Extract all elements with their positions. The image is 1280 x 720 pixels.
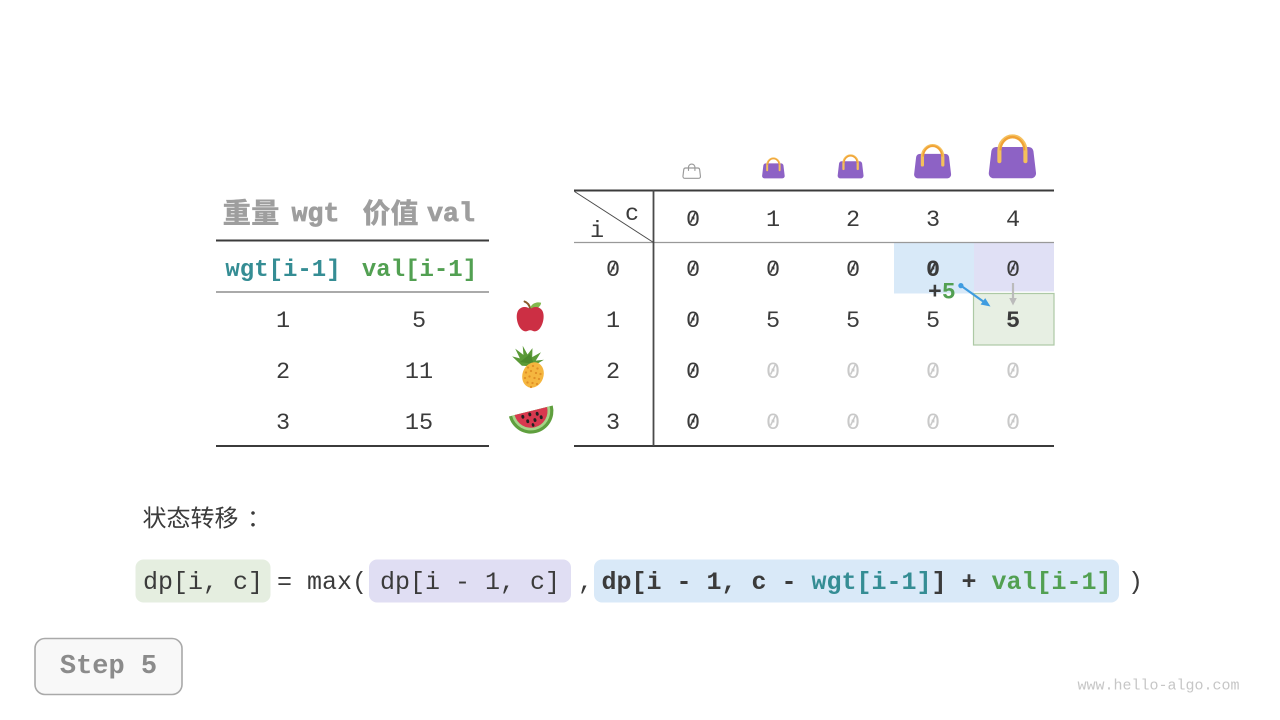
svg-text:val[i-1]: val[i-1] — [362, 257, 477, 284]
svg-text:4: 4 — [1006, 207, 1020, 234]
svg-text:5: 5 — [846, 308, 860, 335]
svg-text:3: 3 — [926, 207, 940, 234]
svg-text:2: 2 — [846, 207, 860, 234]
svg-text:= max(: = max( — [277, 568, 367, 597]
svg-text:wgt: wgt — [292, 199, 340, 229]
svg-text:0: 0 — [686, 207, 700, 234]
svg-text:www.hello-algo.com: www.hello-algo.com — [1077, 678, 1239, 695]
svg-text:0: 0 — [686, 257, 700, 284]
svg-text:1: 1 — [606, 308, 620, 335]
svg-text:i: i — [590, 218, 604, 245]
svg-text:0: 0 — [766, 359, 780, 386]
svg-text:0: 0 — [606, 257, 620, 284]
svg-text:2: 2 — [606, 359, 620, 386]
svg-text:dp[i - 1, c]: dp[i - 1, c] — [380, 568, 560, 597]
svg-text:0: 0 — [846, 410, 860, 437]
svg-text:5: 5 — [766, 308, 780, 335]
svg-text:,: , — [578, 568, 593, 597]
svg-text:0: 0 — [686, 359, 700, 386]
svg-text:11: 11 — [405, 359, 433, 386]
svg-text:c: c — [625, 201, 639, 228]
svg-text:0: 0 — [766, 257, 780, 284]
svg-text:0: 0 — [1006, 257, 1020, 284]
svg-text:): ) — [1128, 568, 1143, 597]
svg-text:0: 0 — [926, 257, 940, 284]
svg-text:dp[i - 1, c - wgt[i-1]] + val[: dp[i - 1, c - wgt[i-1]] + val[i-1] — [601, 568, 1111, 597]
svg-text:+5: +5 — [928, 280, 956, 306]
svg-text:3: 3 — [606, 410, 620, 437]
svg-text:5: 5 — [412, 308, 426, 335]
svg-text:5: 5 — [926, 308, 940, 335]
svg-text:2: 2 — [276, 359, 290, 386]
svg-text:5: 5 — [1006, 308, 1020, 335]
svg-text:0: 0 — [846, 257, 860, 284]
svg-text:val: val — [427, 199, 475, 229]
svg-text:wgt[i-1]: wgt[i-1] — [225, 257, 340, 284]
svg-text:0: 0 — [686, 410, 700, 437]
svg-text:0: 0 — [686, 308, 700, 335]
svg-text:1: 1 — [276, 308, 290, 335]
svg-text:3: 3 — [276, 410, 290, 437]
svg-text:0: 0 — [926, 410, 940, 437]
svg-text:0: 0 — [1006, 359, 1020, 386]
svg-text:0: 0 — [1006, 410, 1020, 437]
svg-text:0: 0 — [766, 410, 780, 437]
svg-text:1: 1 — [766, 207, 780, 234]
svg-text:0: 0 — [846, 359, 860, 386]
svg-text:15: 15 — [405, 410, 433, 437]
svg-text:dp[i, c]: dp[i, c] — [143, 568, 263, 597]
svg-text:Step 5: Step 5 — [60, 652, 157, 682]
svg-text:0: 0 — [926, 359, 940, 386]
